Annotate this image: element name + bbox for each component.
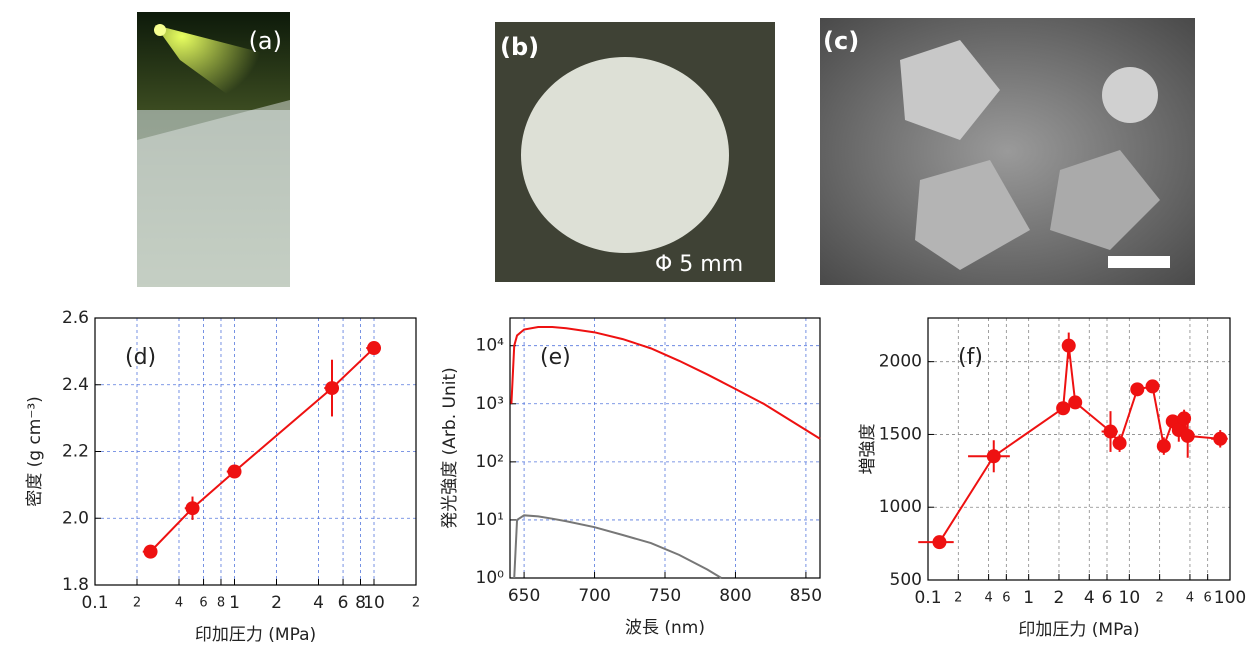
y-tick-label: 10⁴ — [476, 336, 505, 356]
y-tick-label: 2000 — [879, 352, 922, 372]
y-tick-label: 10⁰ — [476, 568, 505, 588]
marker — [228, 465, 242, 479]
x-tick-label: 6 — [1102, 588, 1113, 608]
y-tick-label: 500 — [890, 570, 922, 590]
x-axis-label: 印加圧力 (MPa) — [1018, 620, 1139, 640]
y-axis-label: 発光強度 (Arb. Unit) — [440, 367, 460, 529]
marker — [1157, 439, 1171, 453]
marker — [325, 381, 339, 395]
y-tick-label: 10² — [476, 452, 504, 472]
x-tick-label: 2 — [1155, 591, 1163, 606]
marker — [1062, 339, 1076, 353]
y-tick-label: 2.2 — [62, 442, 89, 462]
x-tick-label: 650 — [508, 586, 540, 606]
data-line — [511, 327, 820, 439]
y-tick-label: 2.0 — [62, 508, 89, 528]
y-axis-label: 密度 (g cm⁻³) — [25, 396, 45, 507]
x-tick-label: 6 — [199, 596, 207, 611]
x-tick-label: 850 — [790, 586, 822, 606]
x-tick-label: 4 — [984, 591, 992, 606]
marker — [1113, 436, 1127, 450]
y-axis-label: 増強度 — [858, 424, 878, 475]
x-tick-label: 4 — [1084, 588, 1095, 608]
marker — [186, 501, 200, 515]
marker — [1177, 411, 1191, 425]
y-tick-label: 1.8 — [62, 575, 89, 595]
data-line — [939, 346, 1220, 543]
x-axis-label: 波長 (nm) — [625, 618, 705, 638]
x-tick-label: 750 — [649, 586, 681, 606]
image-b: (b) Φ 5 mm — [495, 22, 775, 282]
annotation: (f) — [958, 345, 983, 370]
x-tick-label: 6 — [338, 593, 349, 613]
y-tick-label: 10³ — [476, 394, 504, 414]
x-tick-label: 6 — [1204, 591, 1212, 606]
panel-label: (b) — [500, 33, 539, 61]
marker — [932, 535, 946, 549]
x-tick-label: 4 — [313, 593, 324, 613]
x-tick-label: 8 — [217, 596, 225, 611]
annotation: (e) — [540, 345, 571, 370]
y-tick-label: 2.6 — [62, 308, 89, 328]
x-tick-label: 1 — [1023, 588, 1034, 608]
marker — [1104, 425, 1118, 439]
marker — [1130, 382, 1144, 396]
x-tick-label: 0.1 — [914, 588, 941, 608]
x-tick-label: 100 — [1214, 588, 1246, 608]
x-tick-label: 0.1 — [81, 593, 108, 613]
marker — [1146, 379, 1160, 393]
data-line — [514, 515, 721, 578]
x-tick-label: 10 — [363, 593, 385, 613]
panel-label: (a) — [249, 27, 282, 55]
marker — [1068, 395, 1082, 409]
marker — [1056, 401, 1070, 415]
marker — [367, 341, 381, 355]
marker — [144, 545, 158, 559]
figure: (a) (b) Φ 5 mm (c) 0.12468124681021.82.0… — [0, 0, 1253, 657]
image-c: (c) — [820, 18, 1195, 285]
marker — [1213, 432, 1227, 446]
image-caption: Φ 5 mm — [655, 252, 743, 277]
x-tick-label: 1 — [229, 593, 240, 613]
y-tick-label: 1000 — [879, 497, 922, 517]
image-a: (a) — [137, 12, 290, 287]
x-tick-label: 700 — [578, 586, 610, 606]
x-tick-label: 2 — [412, 596, 420, 611]
x-tick-label: 800 — [719, 586, 751, 606]
x-tick-label: 2 — [133, 596, 141, 611]
x-tick-label: 2 — [271, 593, 282, 613]
y-tick-label: 2.4 — [62, 375, 89, 395]
y-tick-label: 1500 — [879, 424, 922, 444]
x-tick-label: 4 — [1186, 591, 1194, 606]
marker — [1181, 429, 1195, 443]
x-tick-label: 10 — [1119, 588, 1141, 608]
data-line — [151, 348, 374, 552]
panel-label: (c) — [823, 27, 859, 55]
x-tick-label: 4 — [175, 596, 183, 611]
x-tick-label: 2 — [954, 591, 962, 606]
y-tick-label: 10¹ — [476, 510, 504, 530]
x-tick-label: 2 — [1054, 588, 1065, 608]
marker — [987, 449, 1001, 463]
x-tick-label: 6 — [1002, 591, 1010, 606]
x-axis-label: 印加圧力 (MPa) — [195, 625, 316, 645]
annotation: (d) — [125, 345, 156, 370]
